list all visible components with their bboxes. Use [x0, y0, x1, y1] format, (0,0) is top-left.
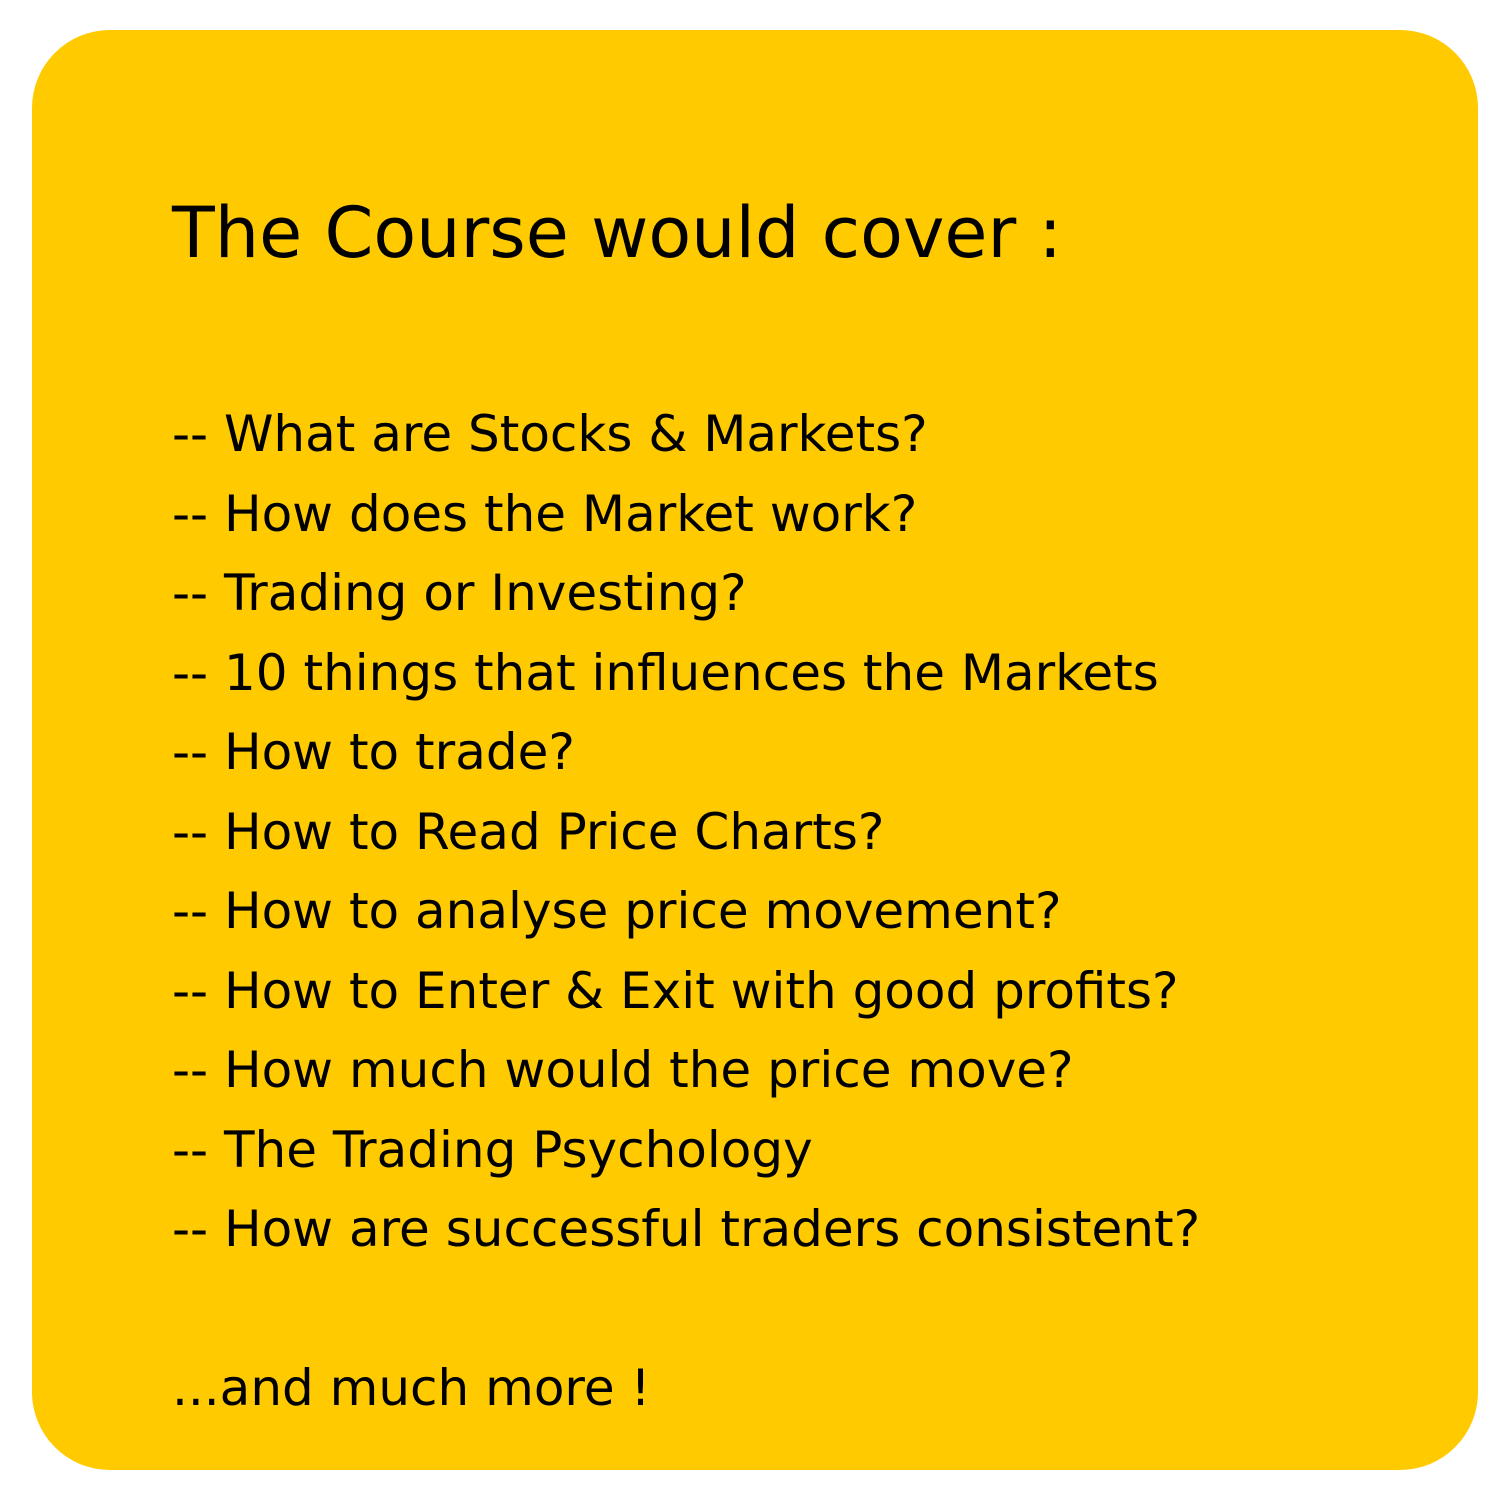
topic-item: -- How are successful traders consistent…	[172, 1200, 1201, 1258]
topic-item: -- 10 things that influences the Markets	[172, 643, 1159, 702]
topic-item: -- How to Read Price Charts?	[172, 802, 885, 861]
topic-item: -- Trading or Investing?	[172, 564, 747, 622]
topic-list: -- What are Stocks & Markets? -- How doe…	[172, 402, 1200, 1277]
topic-item: -- What are Stocks & Markets?	[172, 405, 928, 463]
topic-item: -- The Trading Psychology	[172, 1120, 813, 1179]
topic-item: -- How does the Market work?	[172, 484, 918, 543]
course-title: The Course would cover :	[172, 192, 1063, 274]
topic-item: -- How to trade?	[172, 723, 575, 781]
topic-item: -- How to analyse price movement?	[172, 882, 1062, 940]
topic-item: -- How to Enter & Exit with good profits…	[172, 961, 1179, 1020]
course-card: The Course would cover : -- What are Sto…	[32, 30, 1478, 1470]
topic-item: -- How much would the price move?	[172, 1041, 1074, 1099]
closing-note: ...and much more !	[172, 1359, 651, 1417]
